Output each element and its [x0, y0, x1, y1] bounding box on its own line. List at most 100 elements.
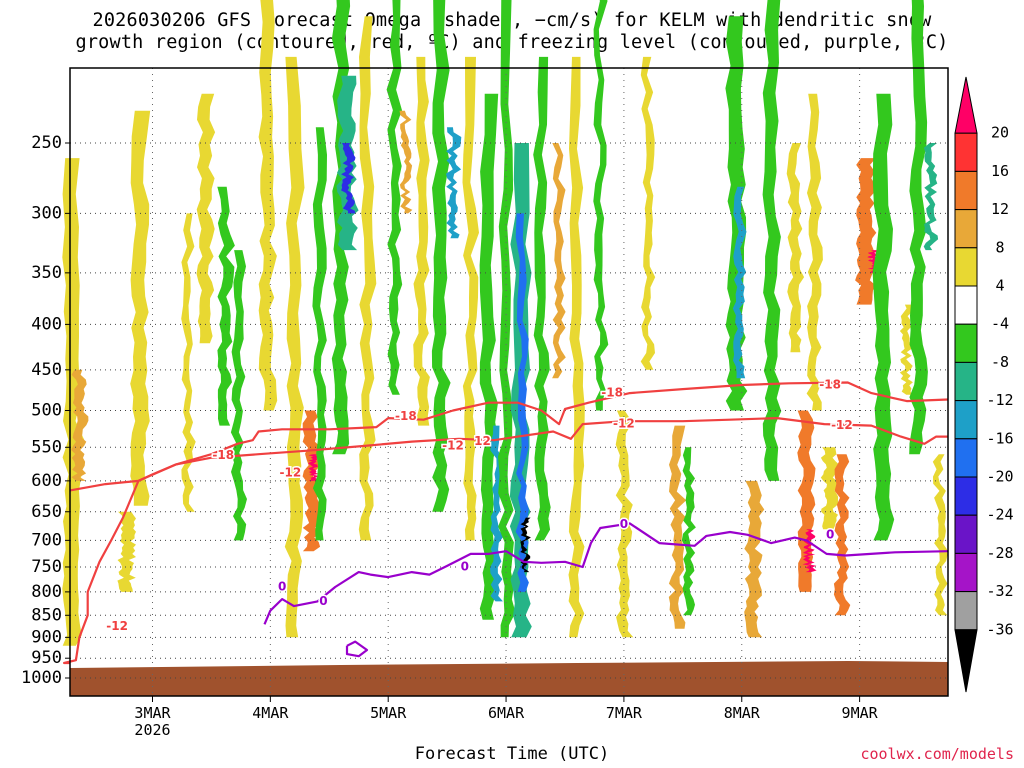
colorbar-segment: [954, 438, 978, 478]
omega-cell: [909, 0, 928, 455]
colorbar-label: -32: [986, 582, 1013, 600]
omega-cell: [446, 127, 462, 239]
omega-cell: [833, 454, 851, 616]
omega-cell: [899, 304, 916, 395]
colorbar-label: 12: [991, 200, 1009, 218]
y-tick-label: 800: [31, 582, 62, 602]
omega-cell: [498, 0, 516, 638]
x-tick-sublabel: 2026: [134, 721, 170, 739]
omega-field: [62, 0, 948, 646]
x-tick-label: 9MAR: [842, 704, 879, 722]
contour-label-red: -12: [280, 466, 302, 480]
y-tick-label: 850: [31, 605, 62, 625]
colorbar-label: -16: [986, 429, 1013, 447]
omega-cell: [806, 93, 823, 411]
omega-cell: [312, 127, 327, 541]
omega-cell: [181, 213, 196, 512]
contour-label-red: -12: [613, 417, 635, 431]
y-tick-label: 400: [31, 314, 62, 334]
x-tick-label: 4MAR: [252, 704, 289, 722]
contour-dendritic-12c: [69, 417, 948, 492]
chart-title-line1: 2026030206 GFS Forecast Omega (shaded, −…: [92, 10, 932, 31]
y-tick-label: 750: [31, 557, 62, 577]
omega-cell: [640, 56, 656, 370]
omega-cell: [568, 56, 585, 638]
colorbar-segment: [954, 247, 978, 287]
omega-cell: [431, 0, 451, 512]
omega-cell: [308, 454, 321, 481]
plot-frame: [69, 67, 949, 697]
y-tick-label: 450: [31, 360, 62, 380]
colorbar-label: -28: [986, 544, 1013, 562]
y-tick-label: 500: [31, 401, 62, 421]
omega-cell: [479, 93, 500, 620]
colorbar-segment: [954, 361, 978, 402]
omega-cell: [258, 0, 278, 411]
contour-label-red: -12: [831, 418, 853, 432]
omega-cell: [341, 143, 356, 214]
y-tick-label: 300: [31, 203, 62, 223]
colorbar-segment: [954, 323, 978, 363]
contour-label-purple: 0: [278, 580, 286, 594]
omega-cell: [117, 511, 136, 592]
colorbar-label: -12: [986, 391, 1013, 409]
colorbar-label: -36: [986, 620, 1013, 638]
colorbar-label: 16: [991, 162, 1009, 180]
x-tick-label: 5MAR: [370, 704, 407, 722]
colorbar-label: -4: [991, 315, 1009, 333]
contour-label-red: -18: [395, 409, 417, 423]
colorbar-label: 20: [991, 124, 1009, 142]
colorbar-label: -8: [991, 353, 1009, 371]
y-tick-label: 350: [31, 263, 62, 283]
colorbar-segment: [954, 76, 978, 134]
y-tick-label: 250: [31, 133, 62, 153]
colorbar-segment: [954, 209, 978, 249]
colorbar-label: 8: [995, 238, 1004, 256]
colorbar: 20 16 12 8 4 -4 -8 -12 -16 -20 -24 -28 -32 -36: [954, 76, 1014, 693]
credit-link[interactable]: coolwx.com/models: [860, 745, 1014, 763]
omega-cell: [923, 143, 939, 251]
omega-cell: [462, 56, 479, 541]
omega-cell: [331, 0, 351, 455]
omega-cell: [284, 56, 305, 638]
omega-cell: [399, 110, 413, 214]
contour-label-red: 12: [474, 434, 491, 448]
x-axis-label: Forecast Time (UTC): [414, 744, 610, 764]
omega-cell: [62, 158, 85, 646]
omega-cell: [797, 410, 816, 592]
contour-label-purple: 0: [461, 559, 469, 573]
contour-label-red: -18: [212, 448, 234, 462]
omega-cell: [762, 0, 782, 481]
omega-cell: [520, 517, 531, 573]
colorbar-label: -20: [986, 468, 1013, 486]
omega-cell: [196, 93, 216, 344]
contour-freezing-level-0c: [263, 522, 949, 625]
colorbar-segment: [954, 400, 978, 440]
omega-cell: [552, 143, 566, 379]
contour-label-purple: 0: [319, 594, 327, 608]
x-tick-label: 7MAR: [606, 704, 643, 722]
omega-cell: [786, 143, 805, 353]
colorbar-segment: [954, 170, 978, 211]
omega-cell: [668, 425, 687, 629]
y-tick-label: 600: [31, 471, 62, 491]
y-tick-label: 700: [31, 530, 62, 550]
contour-label-purple: 0: [620, 517, 628, 531]
omega-cell: [932, 454, 948, 616]
omega-cell: [820, 447, 840, 530]
omega-cell: [744, 480, 765, 638]
contour-dendritic-18c: [137, 381, 949, 482]
contour-label-purple: 0: [826, 527, 834, 541]
omega-cell: [515, 213, 529, 592]
y-tick-label: 1000: [21, 668, 62, 688]
y-tick-label: 550: [31, 437, 62, 457]
omega-cell: [732, 186, 747, 379]
colorbar-segment: [954, 285, 978, 325]
colorbar-segment: [954, 476, 978, 516]
contour-label-red: -12: [442, 438, 464, 452]
y-tick-label: 650: [31, 502, 62, 522]
omega-cell: [130, 110, 151, 506]
x-tick-label: 8MAR: [724, 704, 761, 722]
contour-label-red: -18: [819, 377, 841, 391]
